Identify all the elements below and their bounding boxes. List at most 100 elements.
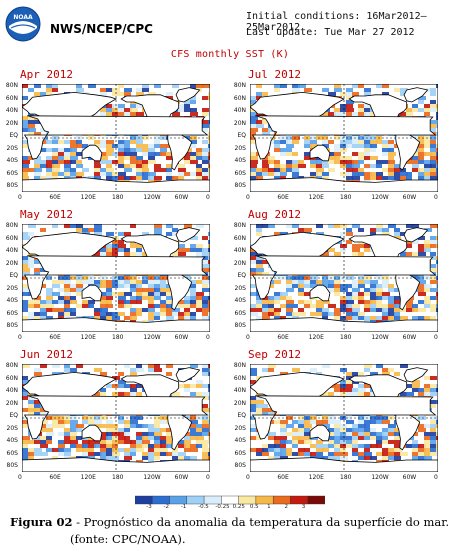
colorbar-swatch (290, 495, 308, 505)
lon-label: 0 (18, 194, 22, 201)
lon-label: 180 (112, 194, 124, 201)
lat-label: 20S (6, 424, 18, 432)
colorbar-swatch (134, 495, 153, 505)
lon-label: 60E (277, 194, 289, 201)
lon-label: 0 (18, 334, 22, 341)
svg-text:NOAA: NOAA (13, 14, 33, 21)
lon-label: 60W (174, 194, 189, 201)
colorbar-swatch (152, 495, 170, 505)
lat-label: 80N (5, 82, 18, 89)
lon-label: 0 (434, 334, 438, 341)
figure-caption: Figura 02 - Prognóstico da anomalia da t… (10, 515, 458, 529)
lat-label: 80N (5, 222, 18, 229)
lat-label: EQ (9, 132, 18, 140)
lon-label: 120E (80, 334, 96, 341)
lat-label: 80S (6, 322, 18, 330)
lat-label: 40N (5, 107, 18, 115)
panel-title: Aug 2012 (248, 208, 301, 221)
lat-label: EQ (237, 412, 246, 420)
lat-label: EQ (237, 272, 246, 280)
lat-label: 20N (5, 399, 18, 407)
last-update: Last update: Tue Mar 27 2012 (246, 27, 415, 38)
lon-label: 180 (340, 334, 352, 341)
lon-label: 120E (308, 474, 324, 481)
lat-label: 60N (233, 374, 246, 382)
lat-label: 40S (234, 437, 246, 445)
lon-label: 0 (246, 194, 250, 201)
lon-label: 120E (308, 194, 324, 201)
lon-label: 120W (143, 334, 161, 341)
lat-label: EQ (237, 132, 246, 140)
colorbar-label: 0.5 (249, 504, 259, 510)
colorbar-label: -3 (146, 504, 152, 510)
lat-label: 20N (5, 259, 18, 267)
lat-label: 20S (6, 284, 18, 292)
colorbar-label: -1 (180, 504, 187, 510)
lat-label: 60S (6, 169, 18, 177)
lon-label: 60W (402, 334, 417, 341)
lat-label: 60S (234, 169, 246, 177)
sst-anomaly-map (250, 364, 438, 472)
lat-label: 20S (234, 424, 246, 432)
colorbar-label: 0.25 (232, 504, 245, 510)
colorbar-swatch (169, 495, 188, 505)
lon-label: 60W (402, 194, 417, 201)
caption-label: Figura 02 (10, 515, 73, 529)
lon-label: 120W (371, 334, 389, 341)
caption-source: (fonte: CPC/NOAA). (70, 532, 186, 546)
lon-label: 0 (206, 194, 210, 201)
lat-label: 20N (233, 399, 246, 407)
lat-label: 20S (234, 144, 246, 152)
lat-label: 80N (233, 222, 246, 229)
colorbar-swatch (255, 495, 274, 505)
lat-label: 80N (233, 362, 246, 369)
lon-label: 60W (402, 474, 417, 481)
lat-label: 60N (233, 234, 246, 242)
lon-label: 180 (340, 194, 352, 201)
lat-label: 60N (5, 94, 18, 102)
lat-label: 20N (233, 119, 246, 127)
lon-label: 60E (277, 334, 289, 341)
lon-label: 120E (80, 474, 96, 481)
lat-label: 40S (6, 157, 18, 165)
lat-label: 20S (6, 144, 18, 152)
lon-label: 60E (49, 474, 61, 481)
lon-label: 120E (308, 334, 324, 341)
lat-label: 20N (233, 259, 246, 267)
sst-anomaly-map (22, 364, 210, 472)
main-title: CFS monthly SST (K) (170, 49, 290, 60)
colorbar-swatch (203, 495, 222, 505)
lat-label: 60N (5, 374, 18, 382)
sst-anomaly-map (250, 84, 438, 192)
lat-label: 40S (6, 437, 18, 445)
lon-label: 0 (246, 334, 250, 341)
colorbar-swatch (186, 495, 205, 505)
lat-label: 40S (234, 157, 246, 165)
agency-label: NWS/NCEP/CPC (50, 22, 153, 36)
panel-title: Apr 2012 (20, 68, 73, 81)
lon-label: 60W (174, 334, 189, 341)
lat-label: 40N (233, 107, 246, 115)
lat-label: 60N (5, 234, 18, 242)
lon-label: 180 (112, 334, 124, 341)
colorbar-label: -2 (163, 504, 170, 510)
initial-conditions: Initial conditions: 16Mar2012–25Mar2012 (246, 11, 427, 33)
lon-label: 0 (434, 194, 438, 201)
lon-label: 180 (340, 474, 352, 481)
colorbar-swatch (221, 495, 239, 505)
colorbar-label: 3 (301, 504, 306, 510)
lat-label: 60S (234, 449, 246, 457)
sst-anomaly-map (22, 224, 210, 332)
lon-label: 0 (18, 474, 22, 481)
lat-label: 60S (6, 449, 18, 457)
lon-label: 0 (206, 474, 210, 481)
lat-label: 40N (5, 387, 18, 395)
lon-label: 60E (49, 194, 61, 201)
colorbar-label: -0.25 (215, 504, 230, 510)
lon-label: 120E (80, 194, 96, 201)
lat-label: 80S (6, 462, 18, 470)
lon-label: 120W (371, 194, 389, 201)
colorbar-label: 1 (267, 504, 271, 510)
colorbar-label: -0.5 (198, 504, 209, 510)
lon-label: 60E (277, 474, 289, 481)
